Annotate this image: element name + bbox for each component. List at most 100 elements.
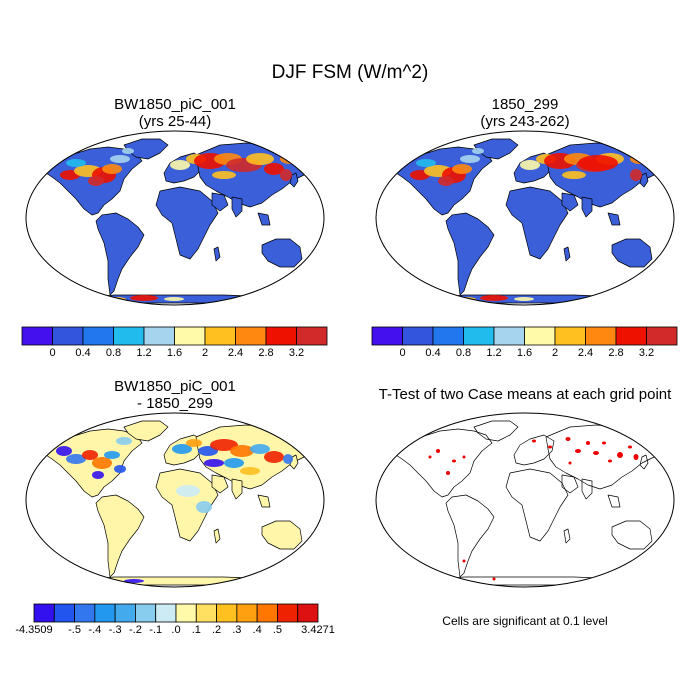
field-cell bbox=[116, 437, 132, 445]
field-cell bbox=[170, 160, 190, 170]
field-cell bbox=[246, 153, 274, 165]
field-cell bbox=[264, 163, 284, 175]
colorbar-swatch bbox=[82, 326, 114, 346]
colorbar-panel-2-labels: 0 0.4 0.8 1.2 1.6 2 2.4 2.8 3.2 bbox=[372, 347, 677, 361]
colorbar-panel-3-labels: -4.3509 -.5 -.4 -.3 -.2 -.1 .0 .1 .2 .3 .4 .5 3.4271 bbox=[15, 624, 334, 638]
colorbar-swatch bbox=[463, 326, 495, 346]
colorbar-swatch bbox=[135, 603, 157, 623]
field-cell bbox=[548, 445, 552, 449]
land-africa bbox=[505, 186, 569, 260]
colorbar-tick-label: 1.6 bbox=[516, 347, 533, 359]
field-cell bbox=[462, 455, 466, 459]
colorbar-tick-label: .4 bbox=[252, 624, 262, 636]
land-india bbox=[581, 196, 593, 218]
colorbar-tick-label: 3.4271 bbox=[301, 624, 335, 636]
colorbar-swatch bbox=[432, 326, 464, 346]
field-cell bbox=[446, 471, 450, 475]
colorbar-swatch bbox=[235, 326, 267, 346]
colorbar-swatch bbox=[174, 326, 206, 346]
land-arabia bbox=[211, 192, 229, 212]
field-cell bbox=[628, 445, 632, 449]
field-cell bbox=[283, 454, 293, 464]
panel4-title-line1: T-Test of two Case means at each grid po… bbox=[378, 386, 672, 403]
field-cell bbox=[240, 467, 260, 475]
field-cell bbox=[264, 451, 284, 463]
colorbar-swatch bbox=[371, 326, 403, 346]
colorbar-tick-label: -.5 bbox=[68, 624, 81, 636]
field-cell bbox=[92, 457, 112, 469]
field-cell bbox=[520, 160, 540, 170]
colorbar-swatch bbox=[277, 603, 299, 623]
colorbar-swatch bbox=[204, 326, 236, 346]
field-cell bbox=[56, 446, 72, 456]
colorbar-tick-label: .0 bbox=[171, 624, 181, 636]
colorbar-tick-label: 2 bbox=[201, 347, 209, 359]
land-australia bbox=[261, 238, 303, 268]
field-cell bbox=[586, 441, 590, 445]
field-cell bbox=[92, 471, 104, 479]
field-cell bbox=[114, 465, 126, 473]
field-cell bbox=[122, 148, 134, 154]
colorbar-swatch bbox=[265, 326, 297, 346]
field-cell bbox=[630, 169, 642, 181]
map-border bbox=[375, 412, 675, 588]
field-cell bbox=[176, 485, 200, 497]
panel4-title: T-Test of two Case means at each grid po… bbox=[350, 386, 700, 403]
field-cell bbox=[578, 155, 618, 171]
field-cell bbox=[230, 445, 254, 457]
panel2-title-line2: (yrs 243-262) bbox=[480, 113, 570, 130]
land-australia bbox=[611, 238, 653, 268]
land-japan bbox=[639, 172, 649, 188]
land-greenland bbox=[473, 420, 519, 442]
colorbar-tick-label: .2 bbox=[211, 624, 222, 636]
colorbar-tick-label: 0 bbox=[399, 347, 406, 359]
colorbar-swatch bbox=[646, 326, 678, 346]
field-cell bbox=[462, 559, 466, 563]
field-cell bbox=[532, 439, 536, 443]
land-south-america bbox=[445, 212, 495, 296]
panel2-title-line1: 1850_299 bbox=[491, 96, 559, 113]
land-africa bbox=[505, 468, 569, 542]
land-africa bbox=[155, 186, 219, 260]
field-cell bbox=[602, 441, 606, 445]
field-cell bbox=[438, 176, 454, 186]
field-cell bbox=[633, 454, 639, 460]
colorbar-panel-2 bbox=[371, 326, 678, 346]
field-cell bbox=[104, 451, 120, 459]
panel3-title-line1: BW1850_piC_001 bbox=[114, 378, 236, 395]
field-cell bbox=[186, 439, 202, 447]
land-madagascar bbox=[213, 246, 221, 262]
colorbar-panel-1-labels: 0 0.4 0.8 1.2 1.6 2 2.4 2.8 3.2 bbox=[22, 347, 327, 361]
land-europe bbox=[513, 434, 555, 466]
field-cell bbox=[416, 159, 436, 167]
land-south-america bbox=[445, 494, 495, 578]
colorbar-tick-label: 1.2 bbox=[136, 347, 152, 359]
panel3-title: BW1850_piC_001 - 1850_299 bbox=[60, 378, 290, 412]
field-cell bbox=[172, 444, 192, 454]
colorbar-swatch bbox=[114, 603, 136, 623]
land-india bbox=[231, 478, 243, 500]
colorbar-swatch bbox=[493, 326, 525, 346]
colorbar-swatch bbox=[297, 603, 319, 623]
land-se-asia bbox=[257, 212, 271, 226]
land-australia bbox=[611, 520, 653, 550]
field-cell bbox=[492, 577, 496, 581]
land-japan bbox=[639, 454, 649, 470]
field-cell bbox=[224, 458, 244, 468]
colorbar-panel-1 bbox=[21, 326, 328, 346]
colorbar-tick-label: 2.8 bbox=[608, 347, 624, 359]
field-cell bbox=[66, 454, 86, 464]
map-panel-1 bbox=[25, 130, 325, 306]
field-cell bbox=[452, 164, 472, 174]
field-cell bbox=[88, 176, 104, 186]
land-madagascar bbox=[213, 528, 221, 544]
map-border bbox=[375, 130, 675, 306]
colorbar-swatch bbox=[195, 603, 217, 623]
field-cell bbox=[110, 155, 130, 163]
colorbar-swatch bbox=[94, 603, 116, 623]
land-greenland bbox=[123, 420, 169, 442]
colorbar-swatch bbox=[236, 603, 258, 623]
colorbar-tick-label: 0 bbox=[49, 347, 56, 359]
field-cell bbox=[82, 450, 98, 460]
panel1-title-line1: BW1850_piC_001 bbox=[114, 96, 236, 113]
